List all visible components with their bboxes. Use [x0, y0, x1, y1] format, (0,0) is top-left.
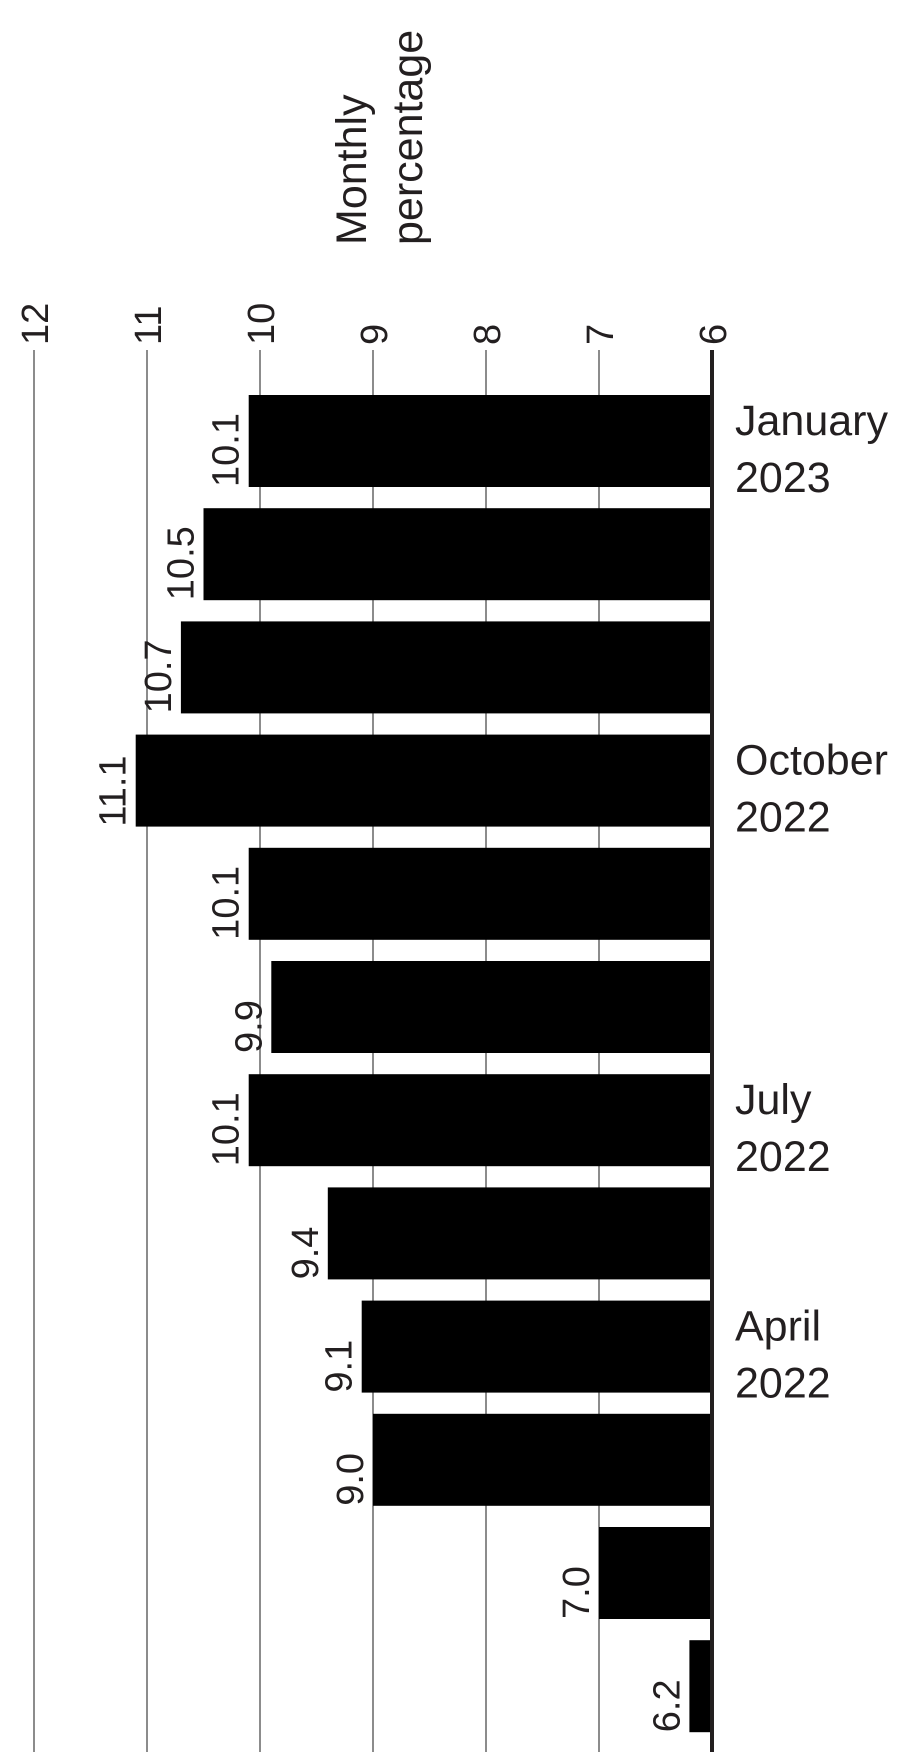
- tick-label: 8: [467, 324, 509, 345]
- category-label: January: [735, 397, 888, 445]
- bar: [135, 734, 712, 827]
- category-label: 2022: [735, 1360, 831, 1408]
- axis-title: Monthly: [328, 94, 376, 245]
- bar-value-label: 10.1: [206, 413, 248, 487]
- bar-value-label: 9.4: [285, 1227, 327, 1280]
- bar: [248, 1074, 712, 1167]
- category-label: October: [735, 737, 888, 785]
- tick-label: 7: [580, 324, 622, 345]
- bar: [373, 1413, 712, 1506]
- category-label: July: [735, 1076, 812, 1124]
- bar: [248, 847, 712, 940]
- bars: [135, 395, 712, 1733]
- bar-value-label: 9.1: [319, 1340, 361, 1393]
- bar: [203, 508, 712, 601]
- bar-value-label: 9.0: [330, 1453, 372, 1506]
- tick-label: 6: [693, 324, 735, 345]
- bar: [248, 395, 712, 487]
- category-label: April: [735, 1303, 821, 1351]
- tick-label: 9: [354, 324, 396, 345]
- bar-value-label: 10.1: [206, 866, 248, 940]
- bar: [180, 621, 712, 714]
- bar: [271, 961, 712, 1053]
- bar-value-label: 9.9: [228, 1000, 270, 1053]
- category-label: 2022: [735, 794, 831, 842]
- bar-value-label: 11.1: [93, 755, 135, 826]
- bar: [689, 1640, 712, 1733]
- bar: [361, 1300, 712, 1393]
- bar-value-label: 10.1: [206, 1092, 248, 1166]
- bar-value-label: 6.2: [646, 1679, 688, 1732]
- category-label: 2023: [735, 454, 831, 502]
- bar: [599, 1527, 712, 1619]
- bar: [327, 1187, 712, 1280]
- bar-value-label: 10.5: [161, 526, 203, 600]
- tick-label: 10: [241, 303, 283, 345]
- tick-label: 12: [15, 303, 57, 345]
- category-label: 2022: [735, 1133, 831, 1181]
- labels: 678910111210.110.510.711.110.19.910.19.4…: [15, 30, 888, 1732]
- tick-label: 11: [128, 306, 170, 345]
- axis-title: percentage: [384, 30, 432, 245]
- bar-value-label: 7.0: [556, 1566, 598, 1619]
- bar-value-label: 10.7: [138, 639, 180, 713]
